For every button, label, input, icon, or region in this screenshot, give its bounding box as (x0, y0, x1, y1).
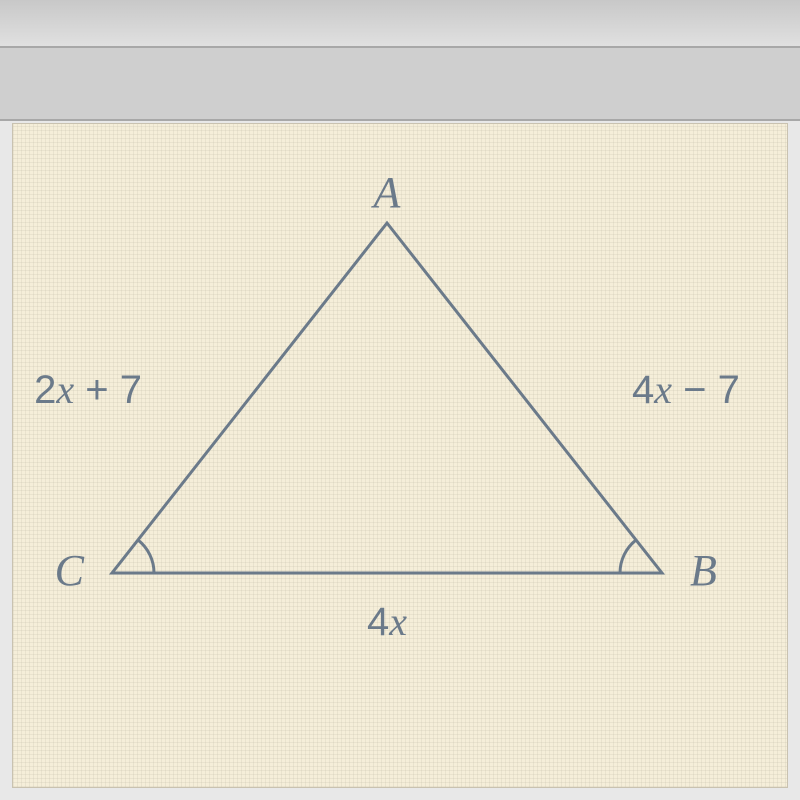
window-shadow (0, 0, 800, 46)
vertex-label-B: B (690, 546, 717, 595)
triangle-diagram: A B C 2x + 7 4x − 7 4x (12, 123, 788, 788)
toolbar-strip (0, 46, 800, 121)
edge-label-AC: 2x + 7 (34, 367, 142, 412)
angle-mark (620, 540, 636, 573)
angle-mark (138, 540, 154, 573)
edge-label-AB: 4x − 7 (632, 367, 740, 412)
vertex-label-C: C (55, 546, 85, 595)
edge-label-CB: 4x (367, 599, 407, 644)
vertex-label-A: A (371, 168, 402, 217)
triangle-path (112, 223, 662, 573)
